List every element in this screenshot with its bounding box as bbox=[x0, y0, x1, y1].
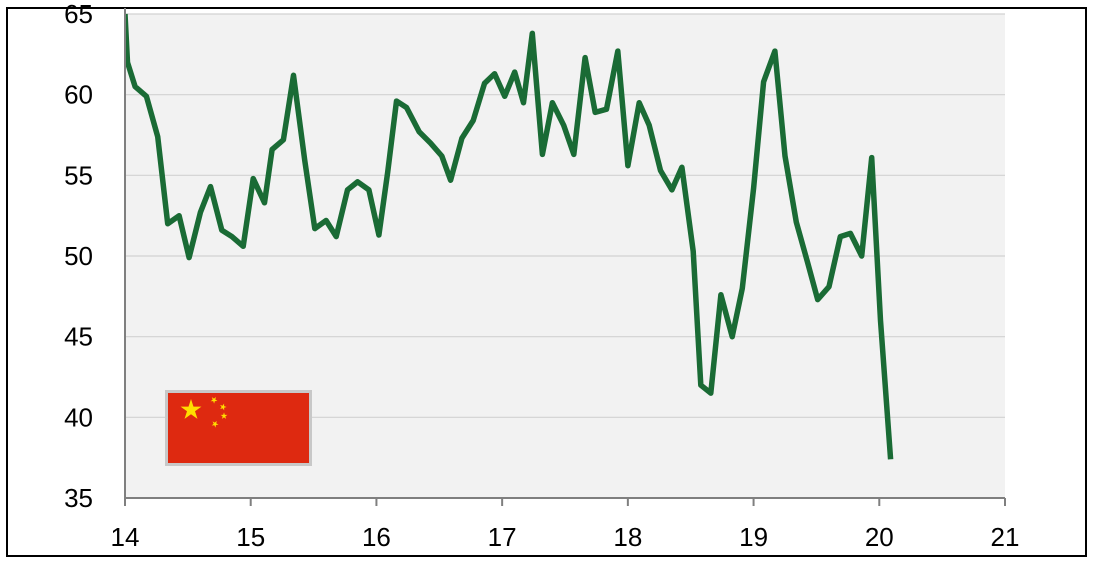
y-tick-label-35: 35 bbox=[64, 483, 93, 513]
x-tick-label-17: 17 bbox=[488, 522, 517, 552]
flag-star bbox=[210, 397, 218, 404]
series-line-0 bbox=[125, 13, 894, 460]
y-tick-label-65: 65 bbox=[64, 0, 93, 29]
axes bbox=[124, 8, 1006, 506]
flag-star bbox=[180, 399, 202, 419]
y-tick-label-60: 60 bbox=[64, 80, 93, 110]
x-tick-label-15: 15 bbox=[236, 522, 265, 552]
y-tick-label-55: 55 bbox=[64, 160, 93, 190]
y-tick-label-50: 50 bbox=[64, 241, 93, 271]
x-tick-label-14: 14 bbox=[111, 522, 140, 552]
x-tick-label-19: 19 bbox=[739, 522, 768, 552]
x-tick-label-16: 16 bbox=[362, 522, 391, 552]
gridlines bbox=[125, 13, 1005, 418]
y-tick-label-40: 40 bbox=[64, 402, 93, 432]
x-tick-label-20: 20 bbox=[865, 522, 894, 552]
china-flag bbox=[165, 390, 312, 466]
flag-star bbox=[220, 412, 228, 419]
series-group bbox=[125, 13, 894, 460]
x-tick-label-18: 18 bbox=[613, 522, 642, 552]
x-tick-label-21: 21 bbox=[991, 522, 1020, 552]
y-tick-label-45: 45 bbox=[64, 322, 93, 352]
flag-star bbox=[220, 403, 227, 411]
x-tick-labels: 14 15 16 17 18 19 20 21 bbox=[111, 522, 1020, 552]
flag-star bbox=[211, 420, 219, 428]
y-tick-labels: 35 40 45 50 55 60 65 bbox=[64, 0, 93, 513]
